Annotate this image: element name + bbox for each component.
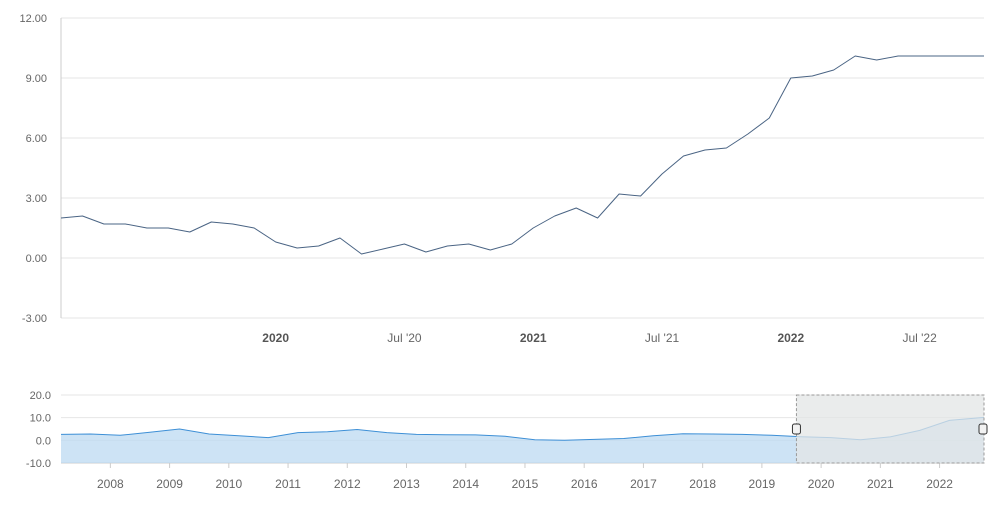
main-data-point[interactable] bbox=[80, 214, 84, 218]
main-y-tick-label: 9.00 bbox=[26, 73, 47, 85]
main-data-point[interactable] bbox=[123, 222, 127, 226]
main-data-point[interactable] bbox=[381, 247, 385, 251]
main-x-tick-label: Jul '22 bbox=[902, 331, 937, 345]
main-y-tick-label: -3.00 bbox=[22, 313, 47, 325]
main-data-point[interactable] bbox=[531, 226, 535, 230]
navigator-x-tick-label: 2009 bbox=[156, 477, 183, 491]
main-data-point[interactable] bbox=[295, 246, 299, 250]
main-data-point[interactable] bbox=[424, 250, 428, 254]
navigator[interactable]: 20.0 10.0 0.0 -10.0 2008 2009 2010 2011 2012 2013… bbox=[26, 390, 988, 491]
navigator-y-tick-label: 20.0 bbox=[30, 390, 51, 402]
main-data-point[interactable] bbox=[231, 222, 235, 226]
navigator-selection-window[interactable] bbox=[795, 394, 985, 464]
main-data-point[interactable] bbox=[939, 54, 943, 58]
main-data-point[interactable] bbox=[102, 222, 106, 226]
navigator-x-tick-label: 2015 bbox=[512, 477, 539, 491]
main-data-point[interactable] bbox=[918, 54, 922, 58]
main-data-point[interactable] bbox=[188, 230, 192, 234]
main-x-tick-label: 2021 bbox=[520, 331, 547, 345]
main-data-point[interactable] bbox=[445, 244, 449, 248]
navigator-x-tick-label: 2019 bbox=[749, 477, 776, 491]
main-data-point[interactable] bbox=[853, 54, 857, 58]
navigator-handle-left[interactable] bbox=[791, 423, 801, 435]
navigator-x-tick-label: 2011 bbox=[275, 477, 301, 491]
navigator-y-tick-label: 10.0 bbox=[30, 413, 51, 425]
navigator-x-tick-label: 2010 bbox=[215, 477, 242, 491]
main-x-tick-label: 2022 bbox=[777, 331, 804, 345]
main-data-point[interactable] bbox=[875, 58, 879, 62]
navigator-x-tick-label: 2022 bbox=[926, 477, 953, 491]
main-data-point[interactable] bbox=[660, 172, 664, 176]
navigator-y-tick-label: -10.0 bbox=[26, 458, 51, 470]
main-data-point[interactable] bbox=[703, 148, 707, 152]
main-data-point[interactable] bbox=[209, 220, 213, 224]
navigator-x-tick-label: 2017 bbox=[630, 477, 657, 491]
navigator-handle-right[interactable] bbox=[978, 423, 988, 435]
grip-icon bbox=[791, 423, 801, 435]
navigator-x-tick-label: 2008 bbox=[97, 477, 124, 491]
main-data-point[interactable] bbox=[166, 226, 170, 230]
main-data-point[interactable] bbox=[252, 226, 256, 230]
main-data-point[interactable] bbox=[789, 76, 793, 80]
main-data-point[interactable] bbox=[681, 154, 685, 158]
main-y-tick-label: 6.00 bbox=[26, 133, 47, 145]
navigator-y-tick-label: 0.0 bbox=[36, 435, 51, 447]
navigator-series-area bbox=[61, 417, 984, 463]
navigator-x-tick-label: 2018 bbox=[689, 477, 716, 491]
main-y-tick-label: 0.00 bbox=[26, 253, 47, 265]
main-series-line bbox=[60, 55, 984, 255]
main-data-point[interactable] bbox=[274, 240, 278, 244]
grip-icon bbox=[978, 423, 988, 435]
main-data-point[interactable] bbox=[896, 54, 900, 58]
main-data-point[interactable] bbox=[574, 206, 578, 210]
main-data-point[interactable] bbox=[724, 146, 728, 150]
main-data-point[interactable] bbox=[961, 54, 965, 58]
main-data-point[interactable] bbox=[402, 242, 406, 246]
main-data-point[interactable] bbox=[982, 54, 986, 58]
main-data-point[interactable] bbox=[59, 216, 63, 220]
main-x-tick-label: Jul '20 bbox=[387, 331, 422, 345]
main-data-point[interactable] bbox=[617, 192, 621, 196]
navigator-x-tick-label: 2012 bbox=[334, 477, 361, 491]
main-data-point[interactable] bbox=[553, 214, 557, 218]
main-data-point[interactable] bbox=[317, 244, 321, 248]
main-data-point[interactable] bbox=[639, 194, 643, 198]
navigator-x-tick-label: 2020 bbox=[808, 477, 835, 491]
navigator-x-tick-label: 2013 bbox=[393, 477, 420, 491]
main-y-tick-label: 3.00 bbox=[26, 193, 47, 205]
main-data-point[interactable] bbox=[338, 236, 342, 240]
main-y-tick-label: 12.00 bbox=[19, 13, 47, 25]
navigator-x-tick-label: 2016 bbox=[571, 477, 598, 491]
main-data-point[interactable] bbox=[767, 116, 771, 120]
main-data-point[interactable] bbox=[832, 68, 836, 72]
main-data-point[interactable] bbox=[488, 248, 492, 252]
main-data-point[interactable] bbox=[360, 252, 364, 256]
navigator-x-tick-label: 2021 bbox=[867, 477, 894, 491]
main-data-point[interactable] bbox=[810, 74, 814, 78]
navigator-x-tick-label: 2014 bbox=[452, 477, 479, 491]
main-data-point[interactable] bbox=[510, 242, 514, 246]
main-data-point[interactable] bbox=[467, 242, 471, 246]
main-x-tick-label: 2020 bbox=[262, 331, 289, 345]
main-plot: 12.00 9.00 6.00 3.00 0.00 -3.00 2020 Jul '20 202… bbox=[19, 13, 986, 345]
main-data-point[interactable] bbox=[596, 216, 600, 220]
main-data-point[interactable] bbox=[145, 226, 149, 230]
main-x-tick-label: Jul '21 bbox=[645, 331, 680, 345]
main-data-point[interactable] bbox=[746, 132, 750, 136]
